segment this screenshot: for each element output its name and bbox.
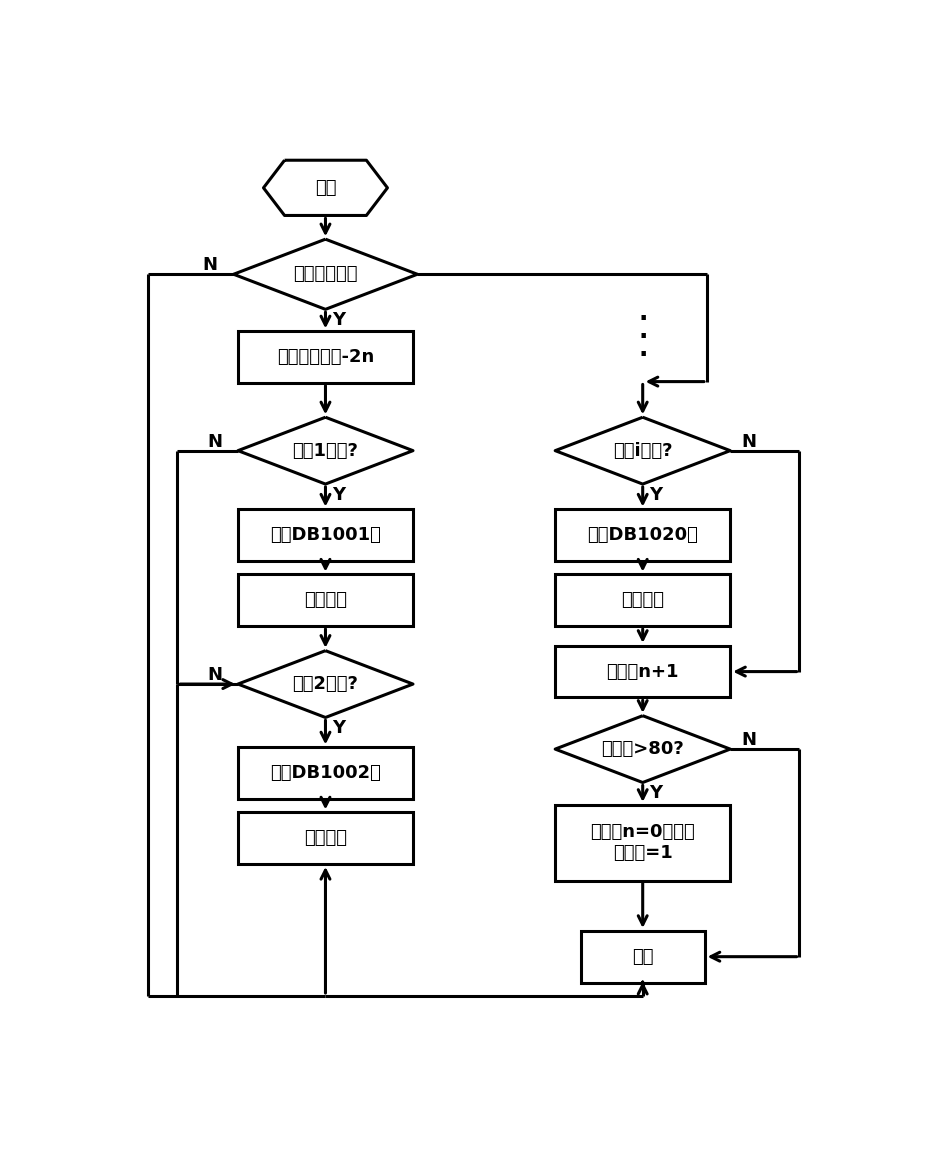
Bar bbox=[555, 805, 730, 880]
Bar bbox=[555, 575, 730, 626]
Text: Y: Y bbox=[332, 720, 345, 737]
Text: Y: Y bbox=[332, 311, 345, 329]
Bar bbox=[238, 509, 413, 561]
Bar bbox=[238, 331, 413, 383]
Text: N: N bbox=[742, 433, 757, 451]
Text: 打开DB1002块: 打开DB1002块 bbox=[270, 764, 381, 782]
Text: 通道2采样?: 通道2采样? bbox=[293, 675, 359, 693]
Text: 打开DB1001块: 打开DB1001块 bbox=[270, 526, 381, 544]
Text: N: N bbox=[207, 433, 222, 451]
Text: 采样工作模式: 采样工作模式 bbox=[294, 265, 358, 283]
Text: 数据写入: 数据写入 bbox=[304, 830, 347, 847]
Text: 通道1采样?: 通道1采样? bbox=[293, 442, 359, 459]
Text: N: N bbox=[742, 731, 757, 750]
Text: 打开DB1020块: 打开DB1020块 bbox=[587, 526, 698, 544]
Text: 记录数n=0，记录
满标志=1: 记录数n=0，记录 满标志=1 bbox=[590, 824, 695, 862]
Text: ·: · bbox=[638, 325, 647, 349]
Text: 结束: 结束 bbox=[632, 948, 653, 966]
Text: ·: · bbox=[638, 307, 647, 331]
Bar bbox=[555, 509, 730, 561]
Bar bbox=[581, 931, 705, 982]
Text: 记录数n+1: 记录数n+1 bbox=[606, 663, 679, 680]
Text: N: N bbox=[207, 666, 222, 684]
Bar bbox=[238, 575, 413, 626]
Text: 计算数据位置-2n: 计算数据位置-2n bbox=[277, 348, 375, 366]
Text: N: N bbox=[202, 257, 217, 274]
Bar bbox=[238, 747, 413, 799]
Text: Y: Y bbox=[649, 784, 662, 802]
Bar bbox=[238, 812, 413, 864]
Text: 开始: 开始 bbox=[314, 179, 336, 197]
Text: 记录数>80?: 记录数>80? bbox=[601, 740, 684, 758]
Text: 通道i采样?: 通道i采样? bbox=[613, 442, 673, 459]
Text: 数据写入: 数据写入 bbox=[621, 591, 664, 610]
Text: Y: Y bbox=[332, 486, 345, 503]
Text: Y: Y bbox=[649, 486, 662, 503]
Bar bbox=[555, 646, 730, 698]
Text: ·: · bbox=[638, 342, 647, 367]
Text: 数据写入: 数据写入 bbox=[304, 591, 347, 610]
